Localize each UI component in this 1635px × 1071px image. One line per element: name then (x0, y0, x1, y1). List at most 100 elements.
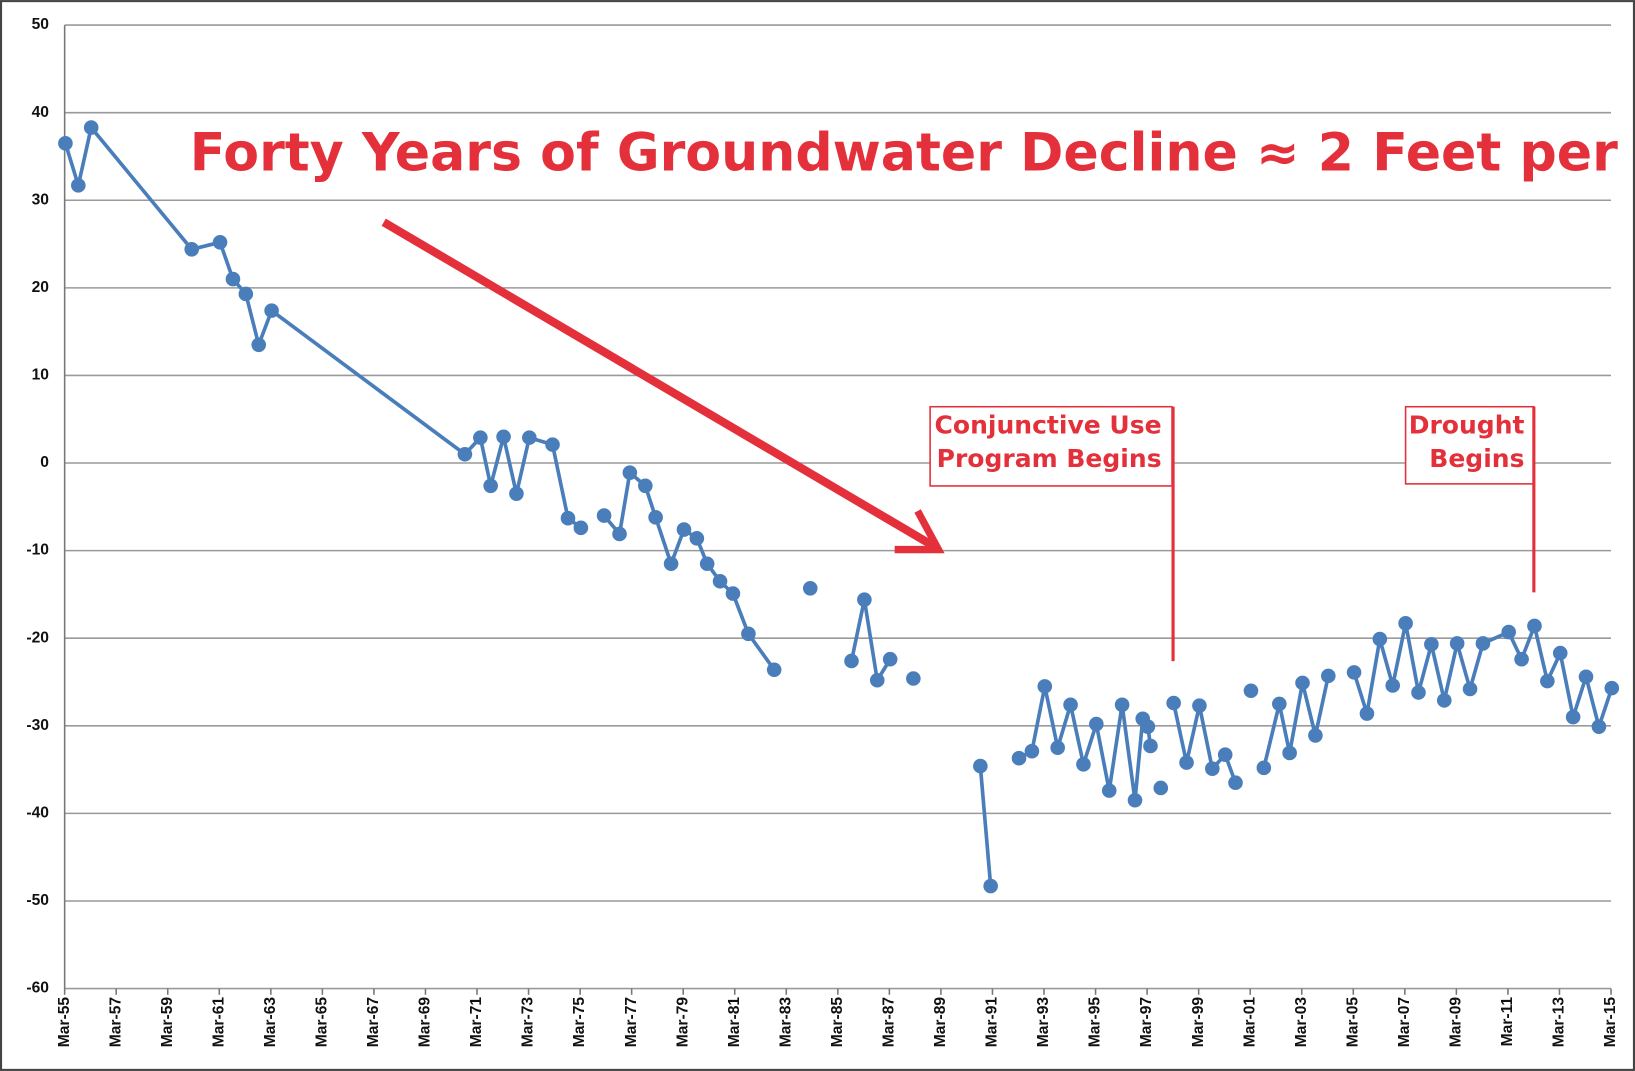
y-tick-label: 10 (32, 367, 50, 384)
data-point (1011, 750, 1027, 766)
annotation-text: Program Begins (937, 444, 1162, 473)
data-point (1385, 678, 1401, 693)
data-point (766, 662, 782, 678)
x-tick-label: Mar-07 (1396, 997, 1413, 1047)
data-point (1436, 693, 1452, 708)
x-tick-label: Mar-55 (56, 997, 73, 1048)
data-point (83, 120, 99, 135)
data-point (1076, 757, 1091, 772)
data-point (522, 430, 537, 445)
data-point (238, 286, 254, 302)
data-point (473, 430, 488, 445)
data-point (1565, 709, 1581, 725)
data-point (573, 520, 589, 536)
y-tick-label: -40 (26, 805, 49, 822)
x-tick-label: Mar-95 (1087, 997, 1104, 1048)
x-tick-label: Mar-59 (159, 997, 176, 1048)
data-point (1114, 697, 1130, 713)
data-point (1228, 775, 1243, 791)
data-point (663, 556, 679, 572)
data-point (560, 510, 576, 526)
data-point (1411, 685, 1426, 700)
data-point (1552, 645, 1568, 661)
x-tick-label: Mar-85 (829, 997, 846, 1048)
data-point (612, 526, 627, 542)
data-point (725, 586, 741, 601)
y-tick-label: -50 (26, 892, 49, 909)
chart-title: Forty Years of Groundwater Decline ≈ 2 F… (190, 123, 1635, 183)
data-point (622, 465, 638, 480)
x-tick-label: Mar-03 (1293, 997, 1310, 1048)
data-point (1591, 719, 1607, 734)
x-tick-label: Mar-63 (262, 997, 279, 1048)
data-point (1346, 665, 1362, 680)
data-point (1089, 716, 1104, 732)
y-tick-label: 30 (32, 191, 50, 208)
y-tick-label: -60 (26, 980, 49, 997)
data-point (1527, 618, 1542, 634)
data-point (1143, 738, 1158, 754)
data-point (1192, 698, 1207, 713)
data-point (1578, 669, 1594, 685)
x-tick-label: Mar-81 (726, 997, 743, 1048)
x-tick-label: Mar-91 (984, 997, 1001, 1048)
data-point (676, 522, 692, 537)
data-point (1217, 747, 1233, 763)
data-point (1540, 673, 1555, 689)
data-point (264, 303, 279, 318)
data-point (184, 242, 200, 257)
x-tick-label: Mar-71 (468, 997, 485, 1048)
data-point (457, 446, 473, 462)
data-point (1604, 680, 1620, 696)
x-tick-label: Mar-73 (520, 997, 537, 1048)
data-point (509, 486, 524, 501)
data-point (496, 429, 511, 445)
data-point (1501, 624, 1516, 640)
data-point (802, 580, 818, 596)
data-point (712, 573, 728, 589)
data-point (844, 653, 859, 669)
annotation-drought: Drought Begins (1404, 405, 1536, 593)
data-point (1475, 636, 1491, 651)
data-point (1320, 668, 1336, 684)
data-point (483, 478, 498, 494)
data-point (1282, 745, 1297, 761)
data-point (1101, 783, 1117, 798)
data-point (596, 508, 612, 523)
x-tick-label: Mar-69 (417, 997, 434, 1048)
y-tick-label: 0 (40, 454, 49, 471)
data-point (1050, 740, 1065, 755)
arrow-head (894, 509, 945, 554)
plot (58, 120, 1620, 894)
data-point (545, 437, 560, 452)
x-tick-label: Mar-93 (1035, 997, 1052, 1048)
x-tick-label: Mar-13 (1551, 997, 1568, 1048)
data-point (699, 556, 715, 572)
data-point (1308, 728, 1323, 743)
data-point (869, 672, 885, 688)
x-tick-label: Mar-97 (1138, 997, 1155, 1047)
data-point (648, 510, 663, 525)
data-point (1449, 636, 1465, 651)
data-point (1153, 780, 1169, 796)
x-tick-label: Mar-87 (881, 997, 898, 1047)
data-point (1063, 697, 1078, 713)
data-point (1462, 681, 1478, 697)
grid: -60 -50 -40 -30 -20 -10 0 10 20 30 40 50 Mar-55 Mar-5… (26, 16, 1619, 1047)
data-point (1140, 719, 1156, 734)
arrow (381, 218, 945, 554)
data-point (1205, 761, 1220, 777)
x-tick-label: Mar-09 (1448, 997, 1465, 1048)
annotation-text: Drought (1409, 411, 1525, 440)
data-point (1127, 792, 1143, 808)
y-tick-label: -30 (26, 717, 49, 734)
x-tick-label: Mar-57 (107, 997, 124, 1047)
data-point (1514, 651, 1529, 667)
data-point (1166, 695, 1181, 711)
annotation-conjunctive: Conjunctive Use Program Begins (929, 405, 1175, 662)
arrow-shaft (381, 218, 937, 551)
data-point (251, 337, 267, 353)
y-tick-label: 20 (32, 279, 50, 296)
